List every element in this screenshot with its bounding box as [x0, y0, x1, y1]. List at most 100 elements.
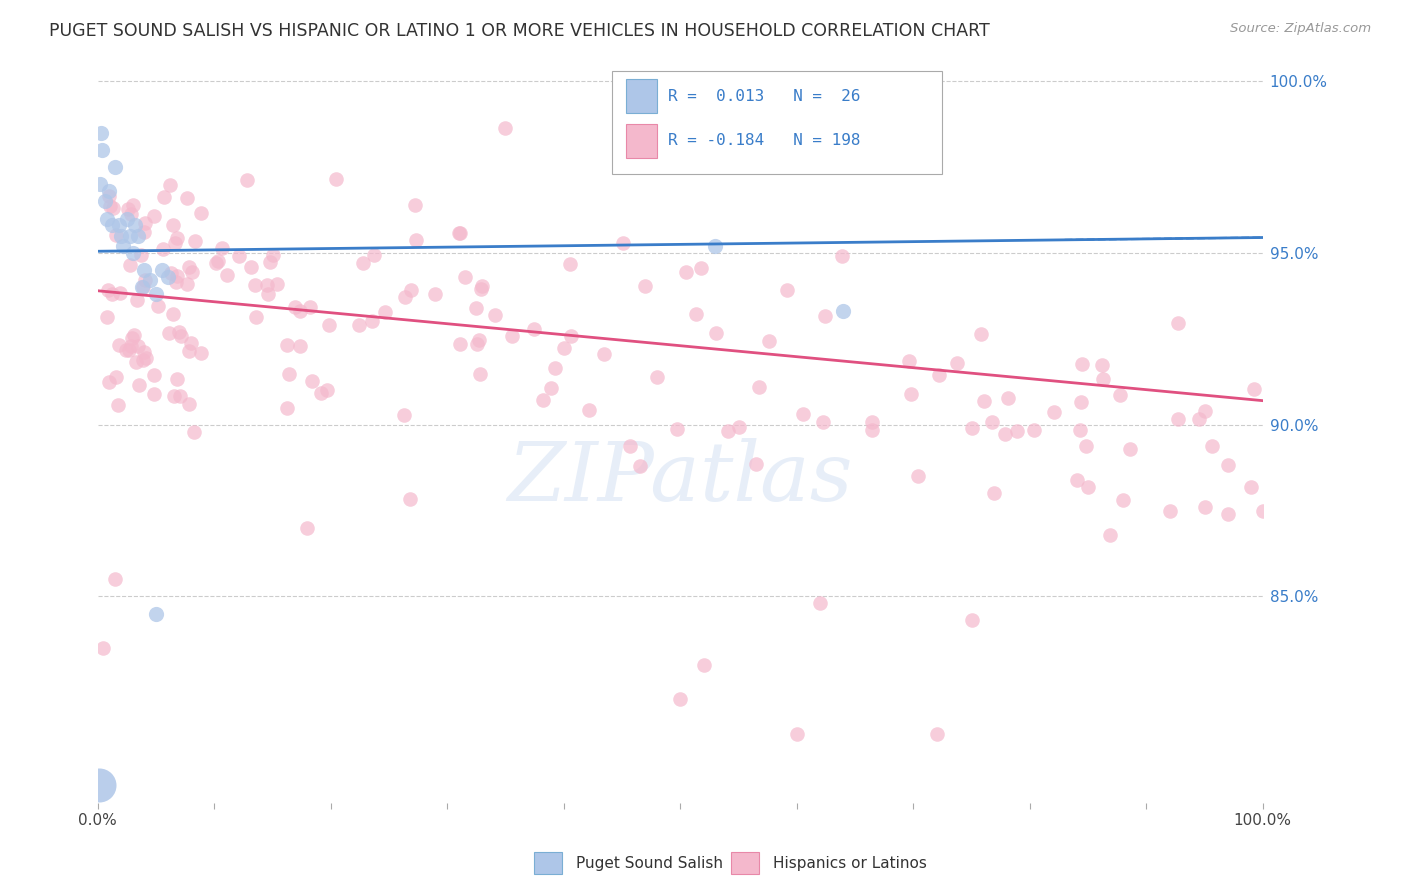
Point: [278, 367, 301, 381]
Point: [143, 209, 166, 223]
Point: [1018, 888, 1040, 892]
Point: [1216, 458, 1239, 473]
Point: [860, 415, 883, 429]
Point: [962, 421, 984, 435]
Point: [1007, 424, 1029, 438]
Point: [166, 231, 188, 245]
Point: [103, 201, 125, 215]
Point: [612, 236, 634, 251]
Point: [301, 374, 323, 388]
Point: [127, 339, 149, 353]
Point: [1070, 394, 1092, 409]
Point: [170, 329, 193, 343]
Point: [404, 197, 426, 211]
Point: [1076, 438, 1098, 452]
Point: [177, 397, 200, 411]
Point: [288, 339, 311, 353]
Point: [266, 277, 288, 291]
Text: Puget Sound Salish: Puget Sound Salish: [576, 855, 724, 871]
Point: [1194, 403, 1216, 417]
Point: [1243, 382, 1265, 396]
Point: [262, 248, 284, 262]
Point: [1201, 439, 1223, 453]
Point: [309, 386, 332, 401]
Point: [236, 172, 259, 186]
Point: [860, 423, 883, 437]
Point: [1119, 442, 1142, 456]
Point: [831, 249, 853, 263]
Point: [217, 268, 239, 283]
Text: ZIPatlas: ZIPatlas: [508, 438, 853, 517]
Point: [163, 235, 186, 250]
Point: [87, 778, 110, 792]
Point: [776, 283, 799, 297]
Point: [131, 280, 153, 294]
Point: [288, 304, 311, 318]
Point: [1108, 388, 1130, 402]
Point: [675, 265, 697, 279]
Point: [1071, 357, 1094, 371]
Point: [122, 327, 145, 342]
Point: [157, 326, 180, 341]
Point: [558, 257, 581, 271]
Point: [176, 277, 198, 291]
Point: [245, 310, 267, 324]
Point: [405, 233, 427, 247]
Point: [619, 439, 641, 453]
Point: [156, 270, 179, 285]
Text: PUGET SOUND SALISH VS HISPANIC OR LATINO 1 OR MORE VEHICLES IN HOUSEHOLD CORRELA: PUGET SOUND SALISH VS HISPANIC OR LATINO…: [49, 22, 990, 40]
Point: [399, 283, 422, 297]
Point: [107, 398, 129, 412]
Point: [669, 692, 692, 706]
Point: [115, 343, 138, 357]
Point: [150, 263, 173, 277]
Point: [973, 394, 995, 409]
Point: [645, 369, 668, 384]
Point: [745, 457, 768, 471]
Point: [808, 596, 831, 610]
Point: [1092, 372, 1115, 386]
Point: [315, 384, 337, 398]
Point: [758, 334, 780, 349]
Point: [240, 260, 263, 274]
Point: [578, 403, 600, 417]
Point: [994, 426, 1017, 441]
Point: [125, 355, 148, 369]
Point: [399, 492, 422, 507]
Point: [900, 387, 922, 401]
Point: [183, 234, 205, 248]
Point: [118, 258, 141, 272]
Point: [112, 239, 135, 253]
Point: [484, 308, 506, 322]
Point: [159, 178, 181, 192]
Point: [152, 242, 174, 256]
Point: [148, 299, 170, 313]
Point: [276, 401, 298, 415]
Point: [1251, 503, 1274, 517]
Point: [1240, 479, 1263, 493]
Point: [160, 267, 183, 281]
Point: [471, 279, 494, 293]
Point: [634, 278, 657, 293]
Point: [363, 247, 385, 261]
Point: [325, 172, 347, 186]
Point: [1167, 412, 1189, 426]
Point: [118, 343, 141, 357]
Text: Hispanics or Latinos: Hispanics or Latinos: [773, 855, 927, 871]
Point: [256, 286, 278, 301]
Point: [560, 328, 582, 343]
Point: [690, 261, 713, 276]
Point: [1112, 493, 1135, 508]
Point: [748, 379, 770, 393]
Point: [132, 225, 155, 239]
Point: [132, 279, 155, 293]
Point: [464, 301, 486, 316]
Point: [898, 354, 921, 368]
Point: [692, 658, 714, 673]
Point: [127, 293, 149, 307]
Point: [423, 286, 446, 301]
Point: [706, 326, 728, 340]
Point: [134, 263, 156, 277]
Point: [276, 337, 298, 351]
Point: [120, 228, 142, 243]
